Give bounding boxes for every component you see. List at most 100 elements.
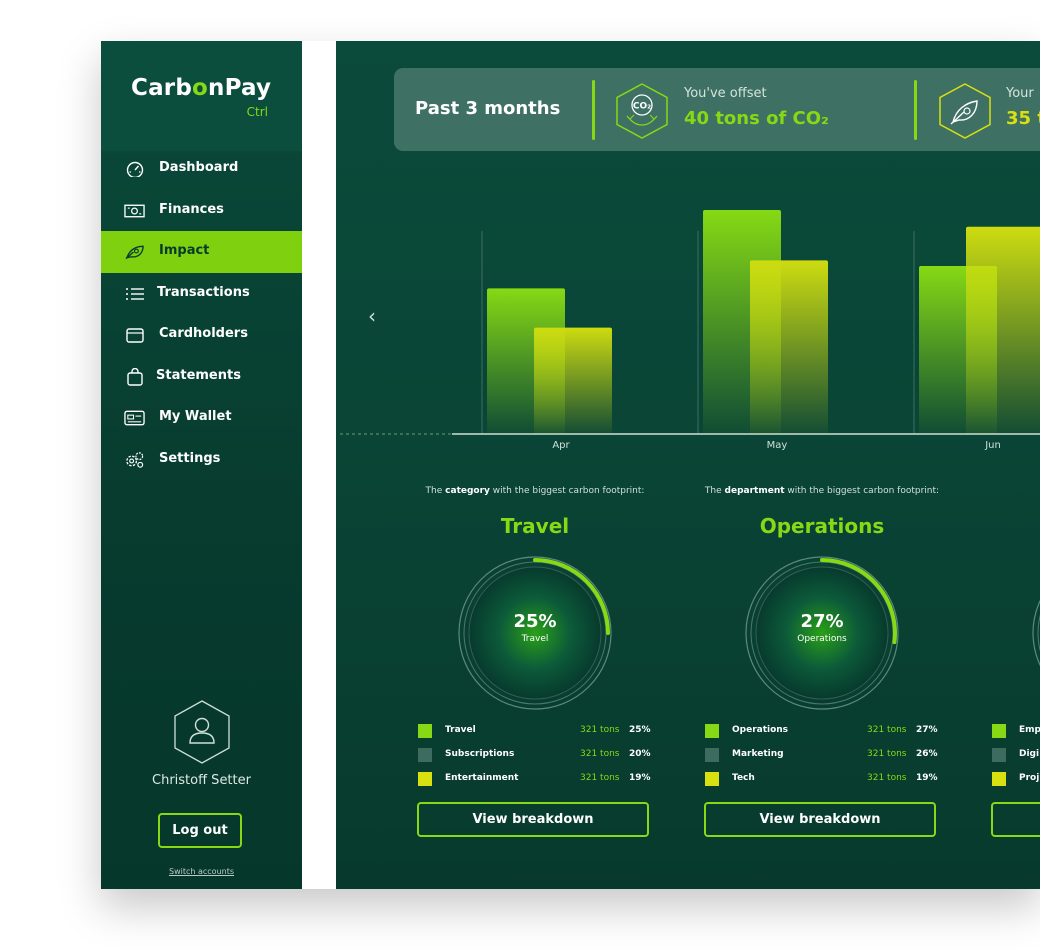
brand-logo[interactable]: CarbonPay — [131, 75, 271, 101]
impact-bar-chart: ‹ Apr May Jun — [336, 191, 1040, 461]
legend-tons: 321 tons — [580, 725, 620, 735]
legend-tons: 321 tons — [867, 749, 907, 759]
progress-arc — [533, 558, 610, 635]
legend-swatch — [992, 724, 1006, 738]
sidebar-item-label: Settings — [159, 450, 221, 466]
percent-ring — [455, 553, 615, 713]
sidebar-item-impact[interactable]: Impact — [101, 231, 302, 273]
svg-text:CO₂: CO₂ — [633, 102, 651, 112]
legend-percent: 27% — [916, 725, 938, 735]
view-breakdown-button[interactable] — [991, 802, 1040, 837]
legend-swatch — [705, 748, 719, 762]
leaf-hex-icon — [937, 82, 993, 140]
logout-button[interactable]: Log out — [158, 813, 242, 848]
legend-name: Entertainment — [445, 773, 519, 783]
legend-percent: 19% — [916, 773, 938, 783]
card-title: Operations — [759, 514, 885, 538]
sidebar-item-dashboard[interactable]: Dashboard — [101, 148, 302, 190]
main-panel: Past 3 months CO₂ You've offset 40 tons … — [336, 41, 1040, 889]
legend-name: Travel — [445, 725, 476, 735]
ring-label: Travel — [521, 634, 549, 644]
user-icon — [174, 700, 230, 764]
legend-row: Proj — [991, 771, 1040, 795]
legend-name: Operations — [732, 725, 789, 735]
legend-name: Subscriptions — [445, 749, 515, 759]
legend-tons: 321 tons — [867, 773, 907, 783]
category-card: The category with the biggest carbon foo… — [417, 481, 653, 841]
legend-row: Entertainment 321 tons 19% — [417, 771, 653, 795]
breakdown-legend: Emp Digi Proj — [991, 723, 1040, 795]
legend-row: Travel 321 tons 25% — [417, 723, 653, 747]
legend-percent: 19% — [629, 773, 651, 783]
legend-row: Marketing 321 tons 26% — [704, 747, 940, 771]
legend-swatch — [992, 748, 1006, 762]
list-icon — [124, 285, 145, 303]
sidebar-item-cardholders[interactable]: Cardholders — [101, 314, 302, 356]
legend-name: Emp — [1019, 725, 1040, 735]
breakdown-legend: Operations 321 tons 27% Marketing 321 tons 26… — [704, 723, 940, 795]
legend-swatch — [418, 724, 432, 738]
card-title: Emp — [991, 514, 1040, 538]
sidebar-nav: Dashboard Finances Impact Transactions C… — [101, 148, 302, 480]
legend-percent: 26% — [916, 749, 938, 759]
sidebar: CarbonPay Ctrl Dashboard Finances Impact… — [101, 41, 302, 889]
logo-text-1: Carb — [131, 75, 193, 101]
percent-ring — [1029, 553, 1040, 713]
logo-text-2: nPay — [208, 75, 272, 101]
banner-divider — [592, 80, 595, 140]
sidebar-item-settings[interactable]: Settings — [101, 439, 302, 481]
user-avatar[interactable] — [172, 699, 232, 765]
legend-swatch — [418, 772, 432, 786]
sidebar-item-label: Transactions — [157, 284, 250, 300]
sidebar-item-my-wallet[interactable]: My Wallet — [101, 397, 302, 439]
ring-label: Operations — [797, 634, 847, 644]
legend-tons: 321 tons — [580, 773, 620, 783]
logo-subtitle: Ctrl — [246, 105, 268, 119]
ring-percent: 27% — [800, 611, 844, 632]
sidebar-item-transactions[interactable]: Transactions — [101, 273, 302, 315]
sidebar-item-label: Cardholders — [159, 326, 248, 341]
sidebar-item-label: Statements — [156, 367, 241, 383]
legend-row: Digi — [991, 747, 1040, 771]
sidebar-item-statements[interactable]: Statements — [101, 356, 302, 398]
department-card: The department with the biggest carbon f… — [704, 481, 940, 841]
legend-row: Subscriptions 321 tons 20% — [417, 747, 653, 771]
legend-swatch — [705, 724, 719, 738]
legend-percent: 20% — [629, 749, 651, 759]
sidebar-item-label: My Wallet — [159, 409, 232, 424]
progress-arc — [820, 558, 897, 645]
legend-row: Operations 321 tons 27% — [704, 723, 940, 747]
sidebar-item-label: Finances — [159, 201, 224, 217]
x-tick-label: Apr — [552, 440, 570, 451]
employee-card: The Emp Emp Digi Proj — [991, 481, 1040, 841]
wallet-icon — [124, 409, 145, 427]
view-breakdown-button[interactable]: View breakdown — [704, 802, 936, 837]
sidebar-item-finances[interactable]: Finances — [101, 190, 302, 232]
switch-accounts-link[interactable]: Switch accounts — [168, 867, 235, 876]
card-intro: The — [991, 485, 1040, 497]
legend-row: Tech 321 tons 19% — [704, 771, 940, 795]
stat2-label: Your — [1006, 86, 1034, 101]
offset-value: 40 tons of CO₂ — [684, 108, 829, 129]
bag-icon — [124, 367, 145, 386]
chart-bar — [966, 226, 1040, 434]
period-title[interactable]: Past 3 months — [415, 98, 561, 119]
banner-divider — [914, 80, 917, 140]
card-title: Travel — [500, 514, 570, 538]
view-breakdown-button[interactable]: View breakdown — [417, 802, 649, 837]
co2-hex-icon: CO₂ — [614, 82, 670, 140]
legend-name: Proj — [1019, 773, 1040, 783]
banknote-icon — [124, 202, 145, 220]
chart-bar — [534, 327, 612, 434]
offset-label: You've offset — [684, 86, 767, 101]
legend-swatch — [992, 772, 1006, 786]
gears-icon — [124, 451, 145, 469]
legend-swatch — [705, 772, 719, 786]
legend-name: Digi — [1019, 749, 1040, 759]
chart-bar — [750, 260, 828, 434]
legend-tons: 321 tons — [580, 749, 620, 759]
card-intro: The department with the biggest carbon f… — [704, 486, 940, 496]
legend-swatch — [418, 748, 432, 762]
chevron-left-icon[interactable]: ‹ — [368, 304, 376, 328]
summary-banner: Past 3 months CO₂ You've offset 40 tons … — [394, 68, 1040, 151]
